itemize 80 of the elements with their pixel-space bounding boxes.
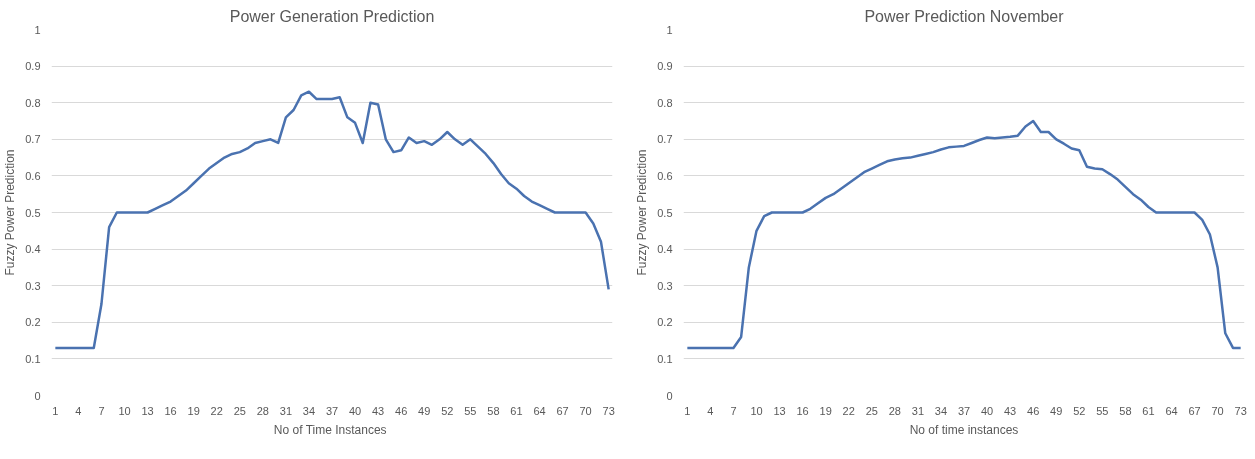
- y-tick-label: 0.9: [25, 60, 41, 73]
- x-tick-label: 52: [1073, 404, 1086, 417]
- x-tick-label: 7: [98, 404, 105, 417]
- x-tick-label: 43: [1003, 404, 1017, 417]
- x-tick-label: 22: [210, 404, 223, 417]
- y-tick-label: 0.4: [657, 243, 673, 256]
- x-tick-label: 70: [579, 404, 592, 417]
- x-tick-label: 22: [842, 404, 855, 417]
- x-tick-label: 61: [510, 404, 523, 417]
- x-tick-label: 10: [118, 404, 131, 417]
- y-tick-label: 0.3: [657, 279, 673, 292]
- y-tick-label: 0: [666, 389, 673, 402]
- x-tick-label: 19: [187, 404, 200, 417]
- y-tick-label: 0: [34, 389, 41, 402]
- x-tick-label: 58: [487, 404, 500, 417]
- x-tick-label: 43: [371, 404, 385, 417]
- x-tick-label: 61: [1142, 404, 1155, 417]
- y-axis-title: Fuzzy Power Prediction: [635, 149, 650, 276]
- y-tick-label: 0.2: [657, 316, 673, 329]
- y-tick-label: 0.9: [657, 60, 673, 73]
- x-tick-label: 16: [164, 404, 177, 417]
- x-tick-label: 46: [395, 404, 408, 417]
- x-tick-label: 10: [750, 404, 763, 417]
- x-tick-label: 67: [556, 404, 569, 417]
- x-tick-label: 67: [1188, 404, 1201, 417]
- x-tick-label: 70: [1211, 404, 1224, 417]
- x-tick-label: 52: [441, 404, 454, 417]
- x-tick-label: 40: [348, 404, 362, 417]
- x-tick-label: 73: [602, 404, 615, 417]
- x-tick-label: 49: [1050, 404, 1063, 417]
- x-tick-label: 28: [888, 404, 901, 417]
- x-tick-label: 58: [1119, 404, 1132, 417]
- x-tick-label: 31: [279, 404, 293, 417]
- x-tick-label: 25: [233, 404, 246, 417]
- y-tick-label: 0.7: [657, 133, 673, 146]
- x-tick-label: 13: [141, 404, 154, 417]
- x-tick-label: 7: [730, 404, 737, 417]
- x-tick-label: 4: [707, 404, 714, 417]
- line-series: [54, 90, 610, 350]
- x-tick-label: 1: [684, 404, 691, 417]
- y-tick-label: 0.5: [657, 206, 673, 219]
- x-tick-label: 34: [934, 404, 948, 417]
- y-axis-title: Fuzzy Power Prediction: [3, 149, 18, 276]
- y-tick-label: 0.3: [25, 279, 41, 292]
- x-tick-label: 4: [75, 404, 82, 417]
- x-axis-title: No of time instances: [909, 422, 1019, 437]
- chart-title: Power Generation Prediction: [229, 7, 435, 25]
- x-axis-title: No of Time Instances: [273, 422, 387, 437]
- x-tick-label: 1: [52, 404, 59, 417]
- x-tick-label: 49: [418, 404, 431, 417]
- x-tick-label: 73: [1234, 404, 1247, 417]
- x-tick-label: 37: [325, 404, 339, 417]
- x-tick-label: 46: [1027, 404, 1040, 417]
- y-tick-label: 0.1: [25, 352, 41, 365]
- y-tick-label: 0.2: [25, 316, 41, 329]
- y-tick-label: 0.6: [25, 169, 41, 182]
- y-tick-label: 1: [666, 23, 673, 36]
- chart-title: Power Prediction November: [864, 7, 1065, 25]
- x-tick-label: 28: [256, 404, 269, 417]
- x-tick-label: 64: [533, 404, 546, 417]
- y-tick-label: 1: [34, 23, 41, 36]
- y-tick-label: 0.4: [25, 243, 41, 256]
- x-tick-label: 34: [302, 404, 316, 417]
- y-tick-label: 0.6: [657, 169, 673, 182]
- y-tick-label: 0.5: [25, 206, 41, 219]
- x-tick-label: 19: [819, 404, 832, 417]
- y-tick-label: 0.8: [657, 96, 673, 109]
- x-tick-label: 25: [865, 404, 878, 417]
- x-tick-label: 55: [464, 404, 477, 417]
- x-tick-label: 64: [1165, 404, 1178, 417]
- y-tick-label: 0.8: [25, 96, 41, 109]
- x-tick-label: 16: [796, 404, 809, 417]
- x-tick-label: 55: [1096, 404, 1109, 417]
- line-series: [686, 119, 1242, 350]
- x-tick-label: 31: [911, 404, 925, 417]
- x-tick-label: 37: [957, 404, 971, 417]
- y-tick-label: 0.7: [25, 133, 41, 146]
- x-tick-label: 13: [773, 404, 786, 417]
- y-tick-label: 0.1: [657, 352, 673, 365]
- x-tick-label: 40: [980, 404, 994, 417]
